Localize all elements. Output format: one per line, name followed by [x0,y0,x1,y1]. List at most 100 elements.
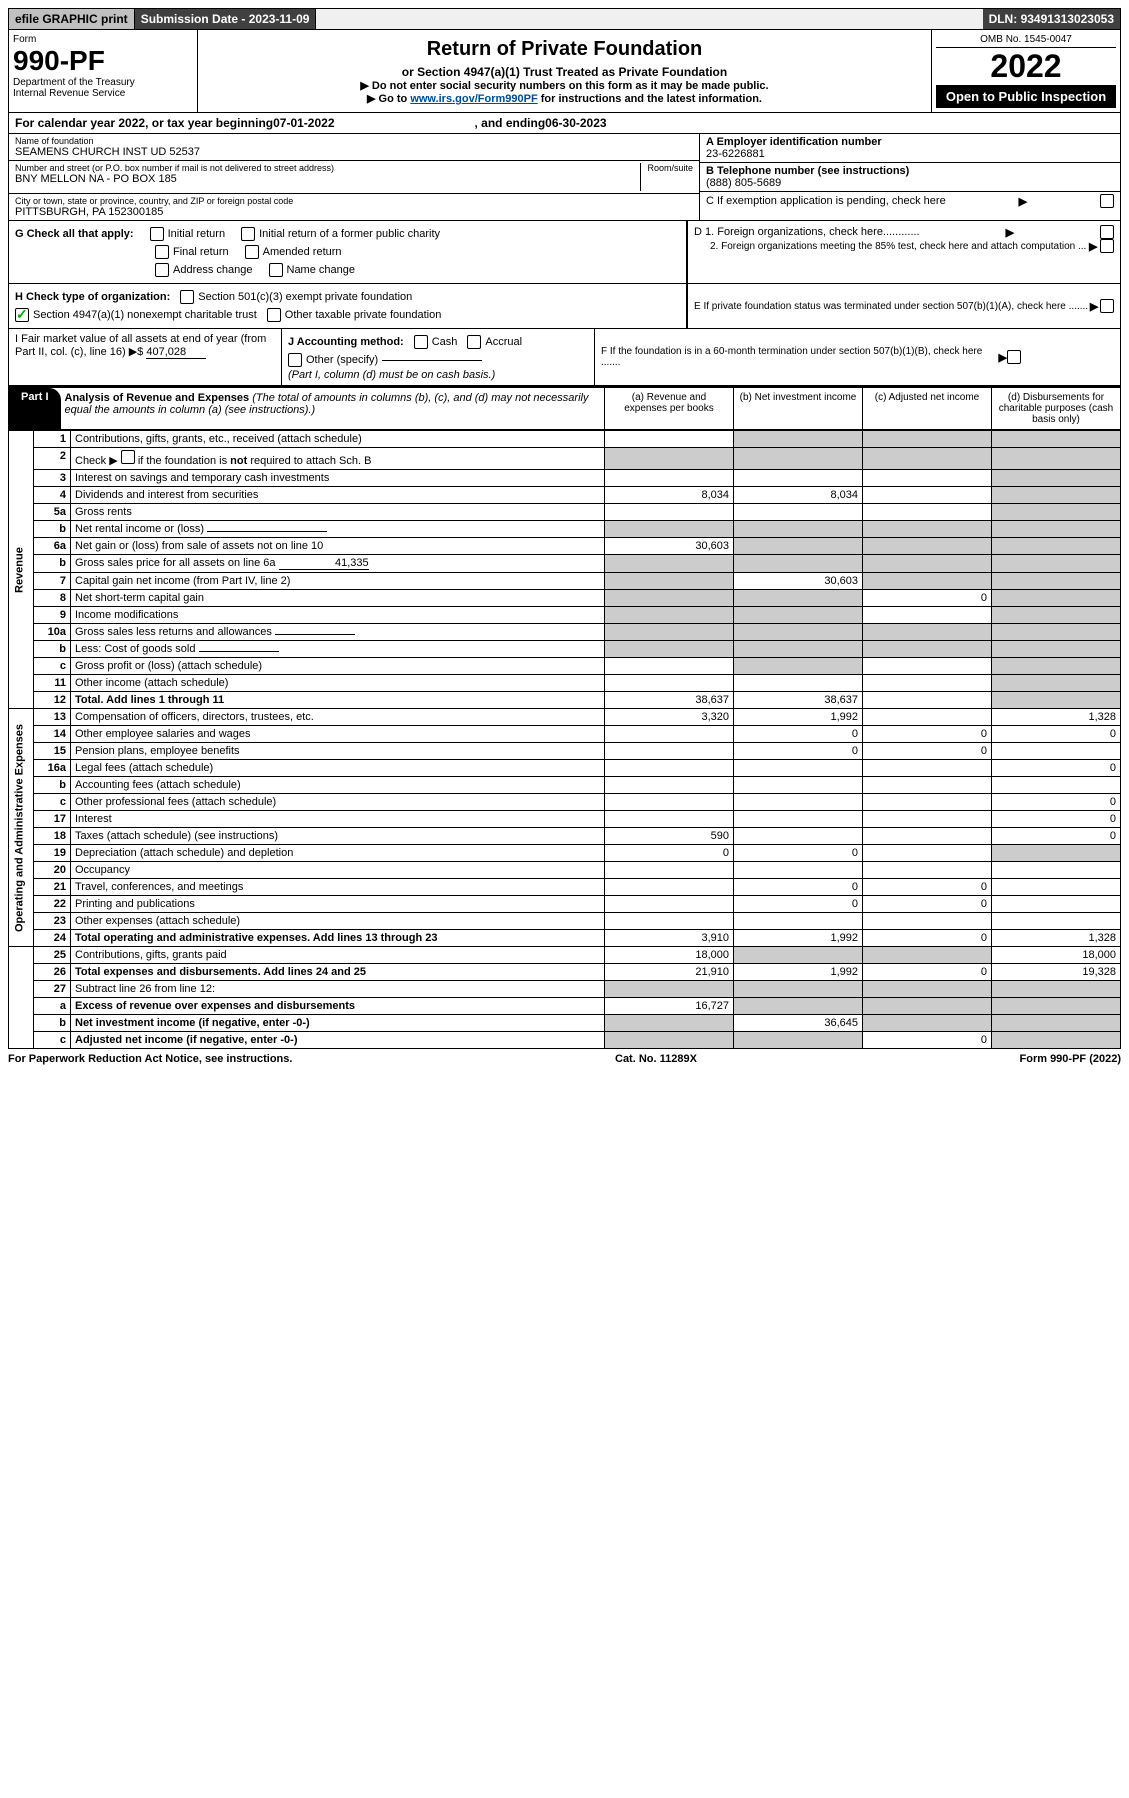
line-24: Total operating and administrative expen… [71,930,605,947]
col-c-head: (c) Adjusted net income [862,388,991,429]
arrow-icon: ▶ [1019,195,1027,208]
ein-cell: A Employer identification number 23-6226… [700,134,1120,163]
g-final[interactable]: Final return [155,243,229,261]
table-row: 10aGross sales less returns and allowanc… [9,624,1121,641]
table-row: bLess: Cost of goods sold [9,641,1121,658]
table-row: Revenue 1Contributions, gifts, grants, e… [9,431,1121,448]
d2-checkbox[interactable] [1100,239,1114,253]
addr-label: Number and street (or P.O. box number if… [15,163,620,173]
line-17: Interest [71,811,605,828]
line-27c: Adjusted net income (if negative, enter … [71,1032,605,1049]
line2-checkbox[interactable] [121,450,135,464]
h-501c3[interactable]: Section 501(c)(3) exempt private foundat… [180,288,412,306]
h-opt1: Section 501(c)(3) exempt private foundat… [198,291,412,303]
h-4947[interactable]: Section 4947(a)(1) nonexempt charitable … [15,306,257,324]
h-opt3: Other taxable private foundation [285,309,442,321]
val-17d: 0 [992,811,1121,828]
checkbox-icon [180,290,194,304]
calendar-year-row: For calendar year 2022, or tax year begi… [8,113,1121,134]
arrow-icon: ▶ [1089,240,1097,253]
val-16cd: 0 [992,794,1121,811]
section-c: C If exemption application is pending, c… [700,192,1120,210]
line-16b: Accounting fees (attach schedule) [71,777,605,794]
revenue-sidelabel: Revenue [9,431,34,709]
f-checkbox[interactable] [1007,350,1021,364]
line-7: Capital gain net income (from Part IV, l… [71,573,605,590]
line-20: Occupancy [71,862,605,879]
g-amended[interactable]: Amended return [245,243,342,261]
h-opt2: Section 4947(a)(1) nonexempt charitable … [33,309,257,321]
e-checkbox[interactable] [1100,299,1114,313]
part1-desc: Analysis of Revenue and Expenses (The to… [61,388,604,429]
checkbox-icon [241,227,255,241]
table-row: Operating and Administrative Expenses 13… [9,709,1121,726]
dln-value: 93491313023053 [1021,12,1114,26]
check-row-ij: I Fair market value of all assets at end… [8,329,1121,387]
subdate-value: 2023-11-09 [249,12,310,26]
table-row: 11Other income (attach schedule) [9,675,1121,692]
form990pf-link[interactable]: www.irs.gov/Form990PF [410,93,537,105]
arrow-icon: ▶ [999,351,1007,364]
j-cash-label: Cash [432,336,458,348]
j-other[interactable]: Other (specify) [288,351,588,369]
val-15c: 0 [863,743,992,760]
val-22b: 0 [734,896,863,913]
g-address[interactable]: Address change [155,261,253,279]
name-label: Name of foundation [15,136,693,146]
checkbox-icon [245,245,259,259]
val-26c: 0 [863,964,992,981]
form-header: Form 990-PF Department of the Treasury I… [8,30,1121,113]
g-opt-2: Final return [173,246,229,258]
checkbox-icon [150,227,164,241]
val-4a: 8,034 [605,487,734,504]
efile-button[interactable]: efile GRAPHIC print [9,9,135,29]
calyear-end: 06-30-2023 [545,116,606,130]
section-h: H Check type of organization: Section 50… [9,284,687,328]
h-other[interactable]: Other taxable private foundation [267,306,442,324]
line-22: Printing and publications [71,896,605,913]
col-d-head: (d) Disbursements for charitable purpose… [991,388,1120,429]
table-row: 20Occupancy [9,862,1121,879]
j-cash[interactable]: Cash [414,333,458,351]
h-label: H Check type of organization: [15,291,170,303]
val-4b: 8,034 [734,487,863,504]
line-23: Other expenses (attach schedule) [71,913,605,930]
g-opt-5: Name change [287,264,356,276]
line-14: Other employee salaries and wages [71,726,605,743]
line-27b: Net investment income (if negative, ente… [71,1015,605,1032]
header-right: OMB No. 1545-0047 2022 Open to Public In… [931,30,1120,112]
table-row: 22Printing and publications00 [9,896,1121,913]
val-25a: 18,000 [605,947,734,964]
g-opt-0: Initial return [168,228,225,240]
line-5b: Net rental income or (loss) [71,521,605,538]
foundation-info: Name of foundation SEAMENS CHURCH INST U… [8,134,1121,221]
checkbox-icon [288,353,302,367]
table-row: 2Check ▶ if the foundation is not requir… [9,448,1121,470]
checkbox-icon [414,335,428,349]
calyear-pre: For calendar year 2022, or tax year begi… [15,116,273,130]
c-checkbox[interactable] [1100,194,1114,208]
table-row: 14Other employee salaries and wages000 [9,726,1121,743]
page-footer: For Paperwork Reduction Act Notice, see … [8,1049,1121,1069]
line-10a: Gross sales less returns and allowances [71,624,605,641]
table-row: aExcess of revenue over expenses and dis… [9,998,1121,1015]
j-accrual[interactable]: Accrual [467,333,522,351]
i-value: 407,028 [146,346,206,359]
val-13b: 1,992 [734,709,863,726]
val-26a: 21,910 [605,964,734,981]
d1-checkbox[interactable] [1100,225,1114,239]
arrow-icon: ▶ [1090,300,1098,313]
g-name[interactable]: Name change [269,261,356,279]
10b-text: Less: Cost of goods sold [75,643,195,655]
g-initial[interactable]: Initial return [150,225,225,243]
g-opt-4: Address change [173,264,253,276]
address-cell: Number and street (or P.O. box number if… [9,161,699,194]
table-row: 15Pension plans, employee benefits00 [9,743,1121,760]
city-label: City or town, state or province, country… [15,196,693,206]
form-subtitle: or Section 4947(a)(1) Trust Treated as P… [202,65,927,79]
line-27c-text: Adjusted net income (if negative, enter … [75,1034,297,1046]
line-27b-text: Net investment income (if negative, ente… [75,1017,310,1029]
table-row: 12Total. Add lines 1 through 1138,63738,… [9,692,1121,709]
table-row: 27Subtract line 26 from line 12: [9,981,1121,998]
g-initial-former[interactable]: Initial return of a former public charit… [241,225,440,243]
